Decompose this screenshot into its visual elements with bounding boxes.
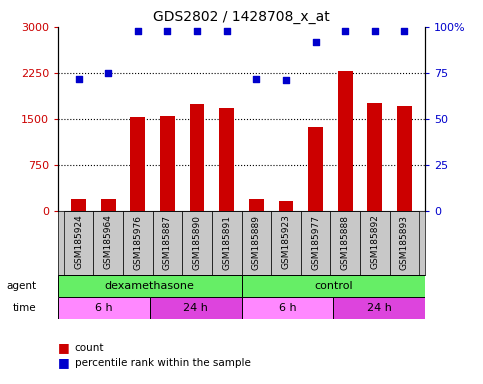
Bar [360,212,389,275]
Title: GDS2802 / 1428708_x_at: GDS2802 / 1428708_x_at [153,10,330,25]
Point [341,28,349,34]
Bar [308,127,323,212]
Text: GSM185964: GSM185964 [104,215,113,270]
Text: percentile rank within the sample: percentile rank within the sample [75,358,251,368]
Bar [279,201,293,212]
Point [371,28,379,34]
Bar [150,297,242,319]
Point [164,28,171,34]
Text: count: count [75,343,104,353]
Bar [58,297,150,319]
Text: GSM185892: GSM185892 [370,215,379,270]
Bar [367,103,382,212]
Bar [338,71,353,212]
Text: time: time [13,303,37,313]
Point [193,28,201,34]
Text: GSM185923: GSM185923 [282,215,290,270]
Text: GSM185924: GSM185924 [74,215,83,269]
Text: ■: ■ [58,341,70,354]
Point [400,28,408,34]
Bar [160,116,175,212]
Bar [330,212,360,275]
Text: agent: agent [6,281,37,291]
Bar [64,212,94,275]
Text: dexamethasone: dexamethasone [105,281,195,291]
Bar [271,212,301,275]
Point [253,76,260,82]
Point [223,28,230,34]
Bar [333,297,425,319]
Point [104,70,112,76]
Bar [219,108,234,212]
Point [312,38,319,45]
Bar [249,199,264,212]
Text: GSM185890: GSM185890 [193,215,201,270]
Bar [101,199,116,212]
Bar [123,212,153,275]
Bar [182,212,212,275]
Text: 24 h: 24 h [183,303,208,313]
Bar [190,104,204,212]
Text: GSM185893: GSM185893 [400,215,409,270]
Text: 6 h: 6 h [95,303,113,313]
Bar [58,275,242,297]
Bar [242,297,333,319]
Bar [153,212,182,275]
Bar [71,199,86,212]
Text: GSM185891: GSM185891 [222,215,231,270]
Text: 6 h: 6 h [279,303,296,313]
Bar [94,212,123,275]
Text: 24 h: 24 h [367,303,392,313]
Point [134,28,142,34]
Bar [242,212,271,275]
Text: GSM185977: GSM185977 [311,215,320,270]
Bar [397,106,412,212]
Text: GSM185888: GSM185888 [341,215,350,270]
Text: control: control [314,281,353,291]
Text: GSM185887: GSM185887 [163,215,172,270]
Bar [130,118,145,212]
Bar [389,212,419,275]
Text: GSM185889: GSM185889 [252,215,261,270]
Point [75,76,83,82]
Point [282,77,290,83]
Bar [242,275,425,297]
Bar [212,212,242,275]
Text: ■: ■ [58,356,70,369]
Bar [301,212,330,275]
Text: GSM185976: GSM185976 [133,215,142,270]
